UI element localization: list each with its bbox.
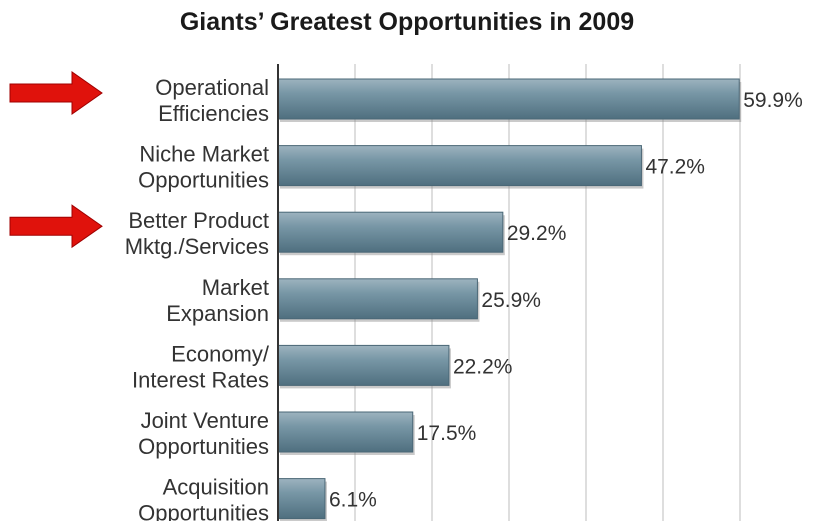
- bar: [277, 411, 414, 453]
- category-label: Niche Market: [139, 142, 269, 167]
- chart-title: Giants’ Greatest Opportunities in 2009: [179, 8, 635, 36]
- value-label: 59.9%: [743, 89, 803, 112]
- bar: [277, 344, 450, 386]
- red-arrow-icon: [9, 204, 103, 249]
- category-label: Mktg./Services: [125, 234, 269, 259]
- category-label: Efficiencies: [158, 101, 269, 126]
- bar: [277, 78, 740, 120]
- category-label: Better Product: [128, 208, 269, 233]
- value-label: 47.2%: [645, 156, 705, 179]
- value-label: 29.2%: [507, 222, 567, 245]
- highlight-arrows: [9, 71, 103, 249]
- category-label: Opportunities: [138, 168, 269, 193]
- value-label: 22.2%: [453, 355, 513, 378]
- category-label: Expansion: [166, 301, 269, 326]
- bar: [277, 478, 326, 520]
- bar: [277, 145, 642, 187]
- bar: [277, 278, 478, 320]
- value-label: 6.1%: [329, 489, 377, 512]
- category-label: Opportunities: [138, 501, 269, 521]
- category-label: Economy/: [171, 341, 270, 366]
- category-label: Interest Rates: [132, 367, 269, 392]
- red-arrow-icon: [9, 71, 103, 115]
- value-label: 25.9%: [481, 289, 541, 312]
- category-label: Market: [202, 275, 269, 300]
- category-label: Acquisition: [163, 475, 269, 500]
- value-label: 17.5%: [417, 422, 477, 445]
- bar: [277, 211, 504, 253]
- category-label: Operational: [155, 75, 269, 100]
- value-labels: 59.9% 47.2% 29.2% 25.9% 22.2% 17.5% 6.1%: [329, 89, 803, 512]
- category-label: Opportunities: [138, 434, 269, 459]
- category-label: Joint Venture: [141, 408, 269, 433]
- bars: [277, 78, 742, 521]
